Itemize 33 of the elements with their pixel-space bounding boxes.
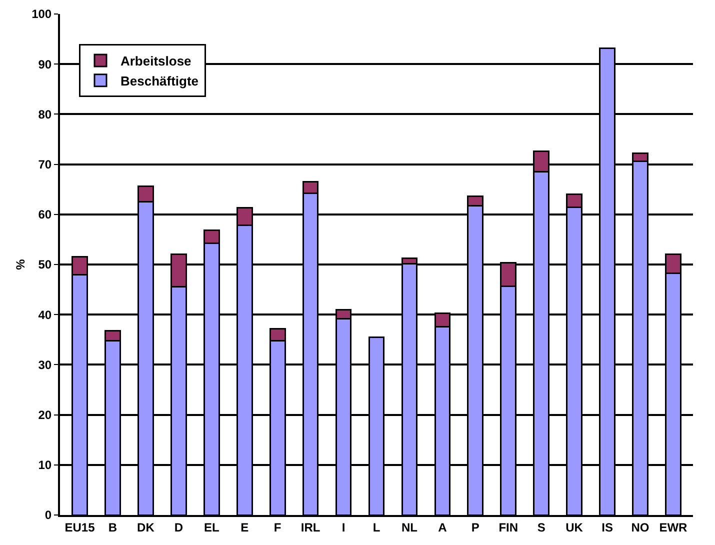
legend-label: Beschäftigte — [120, 73, 199, 88]
x-tick-label: D — [174, 520, 184, 534]
x-tick-label: A — [438, 520, 448, 534]
y-tick-label: 70 — [38, 158, 52, 172]
x-tick-label: IRL — [300, 520, 320, 534]
x-tick-label: E — [240, 520, 249, 534]
x-tick-label: NO — [631, 520, 650, 534]
y-tick-label: 0 — [44, 508, 52, 522]
x-tick-label: S — [537, 520, 546, 534]
x-tick-label: L — [372, 520, 380, 534]
x-tick-label: P — [471, 520, 480, 534]
legend-label: Arbeitslose — [120, 54, 192, 69]
y-tick-label: 50 — [38, 258, 52, 272]
x-tick-label: FIN — [498, 520, 518, 534]
x-tick-label: UK — [566, 520, 584, 534]
y-tick-label: 90 — [38, 57, 52, 72]
x-tick-label: I — [342, 520, 346, 534]
y-axis-title: % — [13, 258, 28, 270]
x-tick-label: F — [274, 520, 282, 534]
y-tick-label: 30 — [38, 358, 52, 372]
y-tick-label: 10 — [38, 458, 52, 472]
y-tick-label: 100 — [32, 7, 52, 22]
y-tick-label: 60 — [38, 208, 52, 222]
x-tick-label: EWR — [659, 520, 688, 534]
x-tick-label: B — [108, 520, 118, 534]
x-tick-label: EU15 — [64, 520, 96, 534]
y-tick-label: 20 — [38, 408, 52, 422]
y-tick-label: 80 — [38, 107, 52, 122]
x-tick-label: DK — [137, 520, 155, 534]
y-tick-label: 40 — [38, 308, 52, 322]
x-tick-label: EL — [204, 520, 220, 534]
x-tick-label: NL — [401, 520, 418, 534]
x-tick-label: IS — [602, 520, 613, 534]
